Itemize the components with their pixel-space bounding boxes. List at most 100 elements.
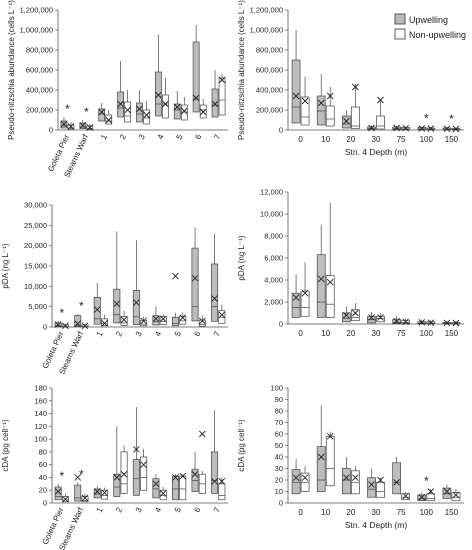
box-upwelling xyxy=(392,462,401,495)
box-upwelling xyxy=(291,292,301,318)
mean-marker xyxy=(292,92,300,100)
mean-marker xyxy=(301,97,309,105)
box-non-upwelling xyxy=(143,109,150,125)
mean-marker xyxy=(179,472,187,480)
y-tick-label: 0 xyxy=(279,499,283,508)
y-tick-label: 0 xyxy=(279,320,283,329)
y-tick-label: 10,000 xyxy=(24,282,47,291)
box-upwelling xyxy=(191,247,199,322)
x-tick-label: 3 xyxy=(134,506,144,514)
y-axis-label: Pseudo-nitzschia abundance (cells L⁻¹) xyxy=(237,0,246,140)
mean-marker xyxy=(67,123,75,130)
x-tick-label: 30 xyxy=(372,508,381,517)
y-tick-label: 1,200,000 xyxy=(250,6,283,15)
y-tick-label: 25,000 xyxy=(24,221,47,230)
y-axis-label: pDA (ng L⁻¹) xyxy=(1,243,10,288)
mean-marker xyxy=(101,489,108,497)
mean-marker xyxy=(105,116,113,124)
mean-marker xyxy=(352,309,359,317)
box-non-upwelling xyxy=(140,456,148,491)
chart-panel-3: 0 2,000 4,000 6,000 8,000 10,000 12,000 pDA (ng… xyxy=(237,188,464,338)
mean-marker xyxy=(402,492,409,500)
mean-marker xyxy=(443,488,451,495)
y-tick-label: 10 xyxy=(275,487,283,496)
x-tick-label: 6 xyxy=(193,133,203,141)
x-tick-label: 75 xyxy=(397,508,406,517)
y-tick-label: 50 xyxy=(275,441,283,450)
y-tick-label: 30 xyxy=(275,464,283,473)
y-tick-label: 60 xyxy=(275,430,283,439)
y-axis-label: cDA (pg cell⁻¹) xyxy=(237,419,246,472)
mean-marker xyxy=(218,76,226,84)
mean-marker xyxy=(377,96,384,104)
x-tick-label: 5 xyxy=(175,133,185,141)
mean-marker xyxy=(211,295,218,302)
x-tick-label: 30 xyxy=(372,135,381,144)
chart-panel-0: 0 200,000 400,000 600,000 800,000 1,000,000 1,… xyxy=(7,0,228,179)
box-upwelling xyxy=(152,478,160,499)
y-tick-label: 4,000 xyxy=(264,276,283,285)
box-non-upwelling xyxy=(376,115,385,130)
mean-marker xyxy=(101,320,108,327)
box-upwelling xyxy=(442,487,452,499)
y-tick-label: 120 xyxy=(34,422,47,431)
y-tick-label: 600,000 xyxy=(256,66,283,75)
y-tick-label: 12,000 xyxy=(260,188,283,197)
x-tick-label: 150 xyxy=(445,508,459,517)
box-non-upwelling xyxy=(325,435,335,487)
mean-marker xyxy=(54,488,62,495)
y-tick-label: 80 xyxy=(275,407,283,416)
box-non-upwelling xyxy=(81,496,89,503)
y-tick-label: 0 xyxy=(43,323,47,332)
y-tick-label: 8,000 xyxy=(264,232,283,241)
box-upwelling xyxy=(173,103,181,120)
box-non-upwelling xyxy=(426,493,436,502)
y-tick-label: 0 xyxy=(49,126,53,135)
y-tick-label: 140 xyxy=(34,409,47,418)
y-tick-label: 40 xyxy=(39,473,47,482)
mean-marker xyxy=(140,461,147,468)
mean-marker xyxy=(452,491,460,499)
mean-marker xyxy=(418,125,426,132)
significance-star: * xyxy=(424,474,429,488)
x-tick-label: 0 xyxy=(298,135,303,144)
y-tick-label: 200,000 xyxy=(256,106,283,115)
box-non-upwelling xyxy=(101,318,108,327)
mean-marker xyxy=(159,490,167,497)
y-tick-label: 70 xyxy=(275,418,283,427)
x-axis-label: Stn. 4 Depth (m) xyxy=(345,520,408,530)
x-tick-label: 4 xyxy=(156,133,166,141)
mean-marker xyxy=(74,320,82,328)
box-upwelling xyxy=(316,446,326,492)
mean-marker xyxy=(199,108,207,116)
box-non-upwelling xyxy=(325,275,335,318)
mean-marker xyxy=(162,100,169,108)
mean-marker xyxy=(159,315,167,323)
mean-marker xyxy=(152,315,160,323)
box-upwelling xyxy=(113,473,121,497)
x-tick-label: 20 xyxy=(346,329,355,338)
box-non-upwelling xyxy=(351,106,360,129)
x-tick-label: 3 xyxy=(134,330,144,338)
x-tick-label: 75 xyxy=(397,135,406,144)
y-tick-label: 1,000,000 xyxy=(20,26,53,35)
y-tick-label: 1,000,000 xyxy=(250,26,283,35)
x-tick-label: 4 xyxy=(153,506,163,514)
significance-star: * xyxy=(59,469,64,483)
y-tick-label: 2,000 xyxy=(264,298,283,307)
significance-star: * xyxy=(449,112,454,126)
box-upwelling xyxy=(316,254,326,318)
mean-marker xyxy=(117,100,124,108)
x-tick-label: 1 xyxy=(95,506,105,514)
mean-marker xyxy=(54,321,62,328)
box-non-upwelling xyxy=(179,475,187,501)
mean-marker xyxy=(173,103,181,111)
significance-star: * xyxy=(65,102,70,116)
mean-marker xyxy=(211,100,219,108)
mean-marker xyxy=(198,317,206,325)
mean-marker xyxy=(418,319,426,326)
box-upwelling xyxy=(211,451,219,494)
y-tick-label: 800,000 xyxy=(26,46,53,55)
